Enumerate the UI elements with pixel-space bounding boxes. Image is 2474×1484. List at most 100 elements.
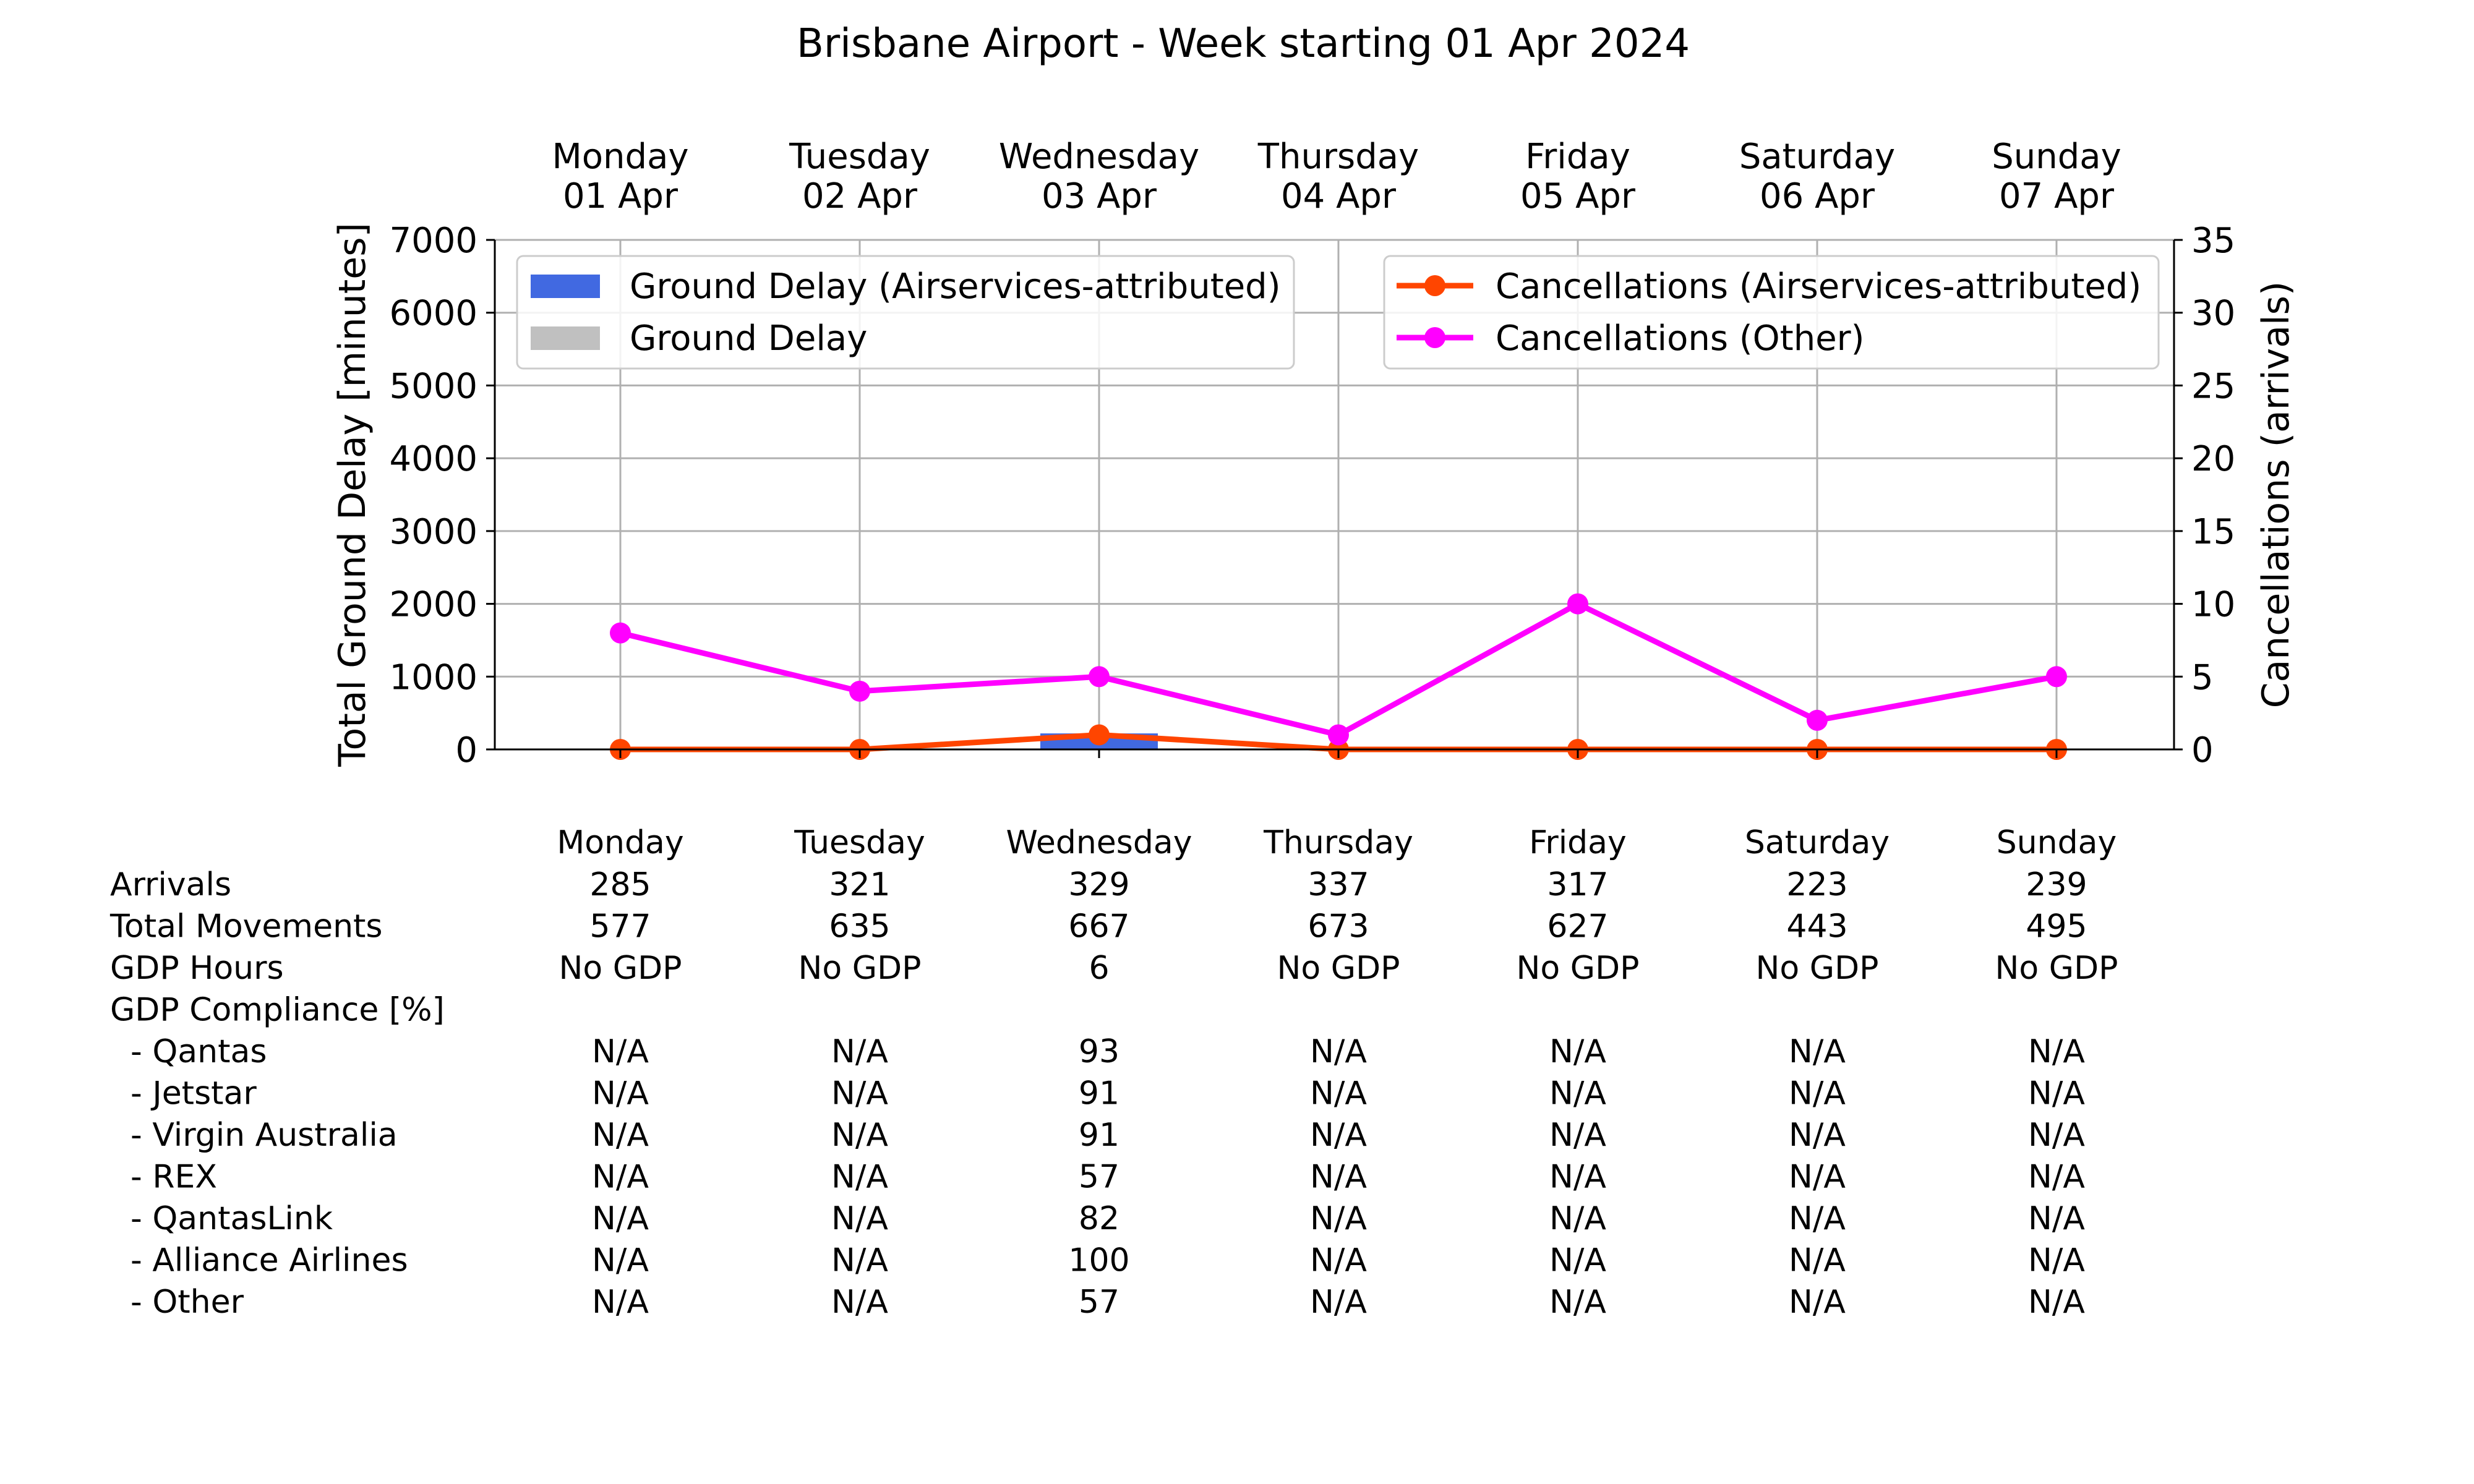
table-row-label: - Alliance Airlines — [110, 1242, 408, 1279]
table-column-header: Friday — [1529, 824, 1627, 861]
axes: 0 1000 2000 3000 4000 5000 6000 7000 0 5 10 15 20 25 3… — [331, 137, 2298, 770]
table-cell: N/A — [1789, 1200, 1846, 1237]
table-column-header: Tuesday — [794, 824, 925, 861]
table-column-header: Monday — [557, 824, 683, 861]
table-row-label: - Jetstar — [110, 1075, 257, 1112]
table-row-label: Total Movements — [109, 908, 383, 945]
table-cell: N/A — [1789, 1117, 1846, 1154]
top-date-label: 06 Apr — [1760, 176, 1875, 216]
top-date-label: 02 Apr — [802, 176, 918, 216]
table-column-header: Saturday — [1745, 824, 1890, 861]
data-table: Monday Tuesday Wednesday Thursday Friday Satu… — [109, 824, 2118, 1321]
legend-left: Ground Delay (Airservices-attributed) Gro… — [516, 255, 1295, 370]
legend-label: Ground Delay — [630, 318, 867, 359]
table-cell: 285 — [589, 866, 651, 903]
table-cell: N/A — [2028, 1075, 2085, 1112]
table-cell: 495 — [2026, 908, 2087, 945]
table-row-label: Arrivals — [110, 866, 231, 903]
table-column-header: Sunday — [1997, 824, 2117, 861]
top-date-label: 01 Apr — [563, 176, 678, 216]
table-row-label: GDP Compliance [%] — [110, 992, 445, 1029]
table-cell: N/A — [592, 1159, 649, 1196]
table-cell: N/A — [592, 1075, 649, 1112]
table-cell: N/A — [592, 1200, 649, 1237]
table-cell: 317 — [1547, 866, 1608, 903]
table-cell: N/A — [592, 1117, 649, 1154]
table-cell: N/A — [1310, 1159, 1367, 1196]
table-cell: 673 — [1308, 908, 1369, 945]
table-row-label: - REX — [110, 1159, 217, 1196]
table-cell: 223 — [1786, 866, 1847, 903]
table-cell: N/A — [1549, 1200, 1606, 1237]
table-cell: N/A — [1789, 1075, 1846, 1112]
series-point — [849, 680, 870, 702]
left-tick-label: 0 — [455, 730, 477, 770]
table-cell: N/A — [1789, 1159, 1846, 1196]
legend-right: Cancellations (Airservices-attributed) Ca… — [1383, 255, 2160, 370]
table-cell: 577 — [589, 908, 651, 945]
table-cell: N/A — [1549, 1284, 1606, 1321]
table-cell: N/A — [592, 1242, 649, 1279]
series-point — [1089, 666, 1110, 688]
top-date-label: 07 Apr — [1999, 176, 2115, 216]
left-tick-label: 2000 — [389, 585, 477, 625]
legend-swatch — [531, 275, 600, 298]
table-cell: N/A — [1310, 1075, 1367, 1112]
table-cell: 443 — [1786, 908, 1847, 945]
left-tick-label: 7000 — [389, 221, 477, 261]
right-tick-label: 10 — [2191, 585, 2235, 625]
table-cell: 91 — [1079, 1117, 1119, 1154]
table-cell: N/A — [2028, 1117, 2085, 1154]
table-row-label: - Other — [110, 1284, 244, 1321]
top-day-label: Monday — [552, 137, 688, 177]
right-tick-label: 0 — [2191, 730, 2214, 770]
top-date-label: 03 Apr — [1042, 176, 1157, 216]
table-column-header: Thursday — [1263, 824, 1413, 861]
legend-swatch — [531, 326, 600, 350]
series-point — [1567, 593, 1588, 615]
table-cell: 57 — [1079, 1159, 1119, 1196]
left-tick-label: 1000 — [389, 657, 477, 697]
table-cell: No GDP — [1756, 950, 1879, 987]
top-day-label: Sunday — [1992, 137, 2121, 177]
table-cell: N/A — [831, 1075, 888, 1112]
left-axis-label: Total Ground Delay [minutes] — [331, 223, 374, 767]
chart-title: Brisbane Airport - Week starting 01 Apr … — [797, 21, 1690, 67]
table-cell: N/A — [831, 1117, 888, 1154]
table-cell: 91 — [1079, 1075, 1119, 1112]
left-tick-label: 5000 — [389, 366, 477, 406]
series-point — [1328, 724, 1349, 746]
legend-frame — [1383, 255, 2160, 370]
top-day-label: Thursday — [1257, 137, 1419, 177]
table-cell: 635 — [829, 908, 890, 945]
legend-label: Cancellations (Other) — [1496, 318, 1865, 359]
right-tick-label: 25 — [2191, 366, 2235, 406]
right-tick-label: 35 — [2191, 221, 2235, 261]
table-cell: N/A — [1549, 1242, 1606, 1279]
top-day-label: Tuesday — [789, 137, 930, 177]
legend-label: Ground Delay (Airservices-attributed) — [630, 267, 1281, 307]
right-axis-label: Cancellations (arrivals) — [2254, 281, 2298, 709]
legend-marker — [1424, 275, 1445, 296]
table-cell: N/A — [831, 1284, 888, 1321]
table-cell: 329 — [1068, 866, 1129, 903]
table-cell: No GDP — [1517, 950, 1640, 987]
legend-frame — [516, 255, 1295, 370]
table-cell: No GDP — [1995, 950, 2118, 987]
table-cell: N/A — [2028, 1284, 2085, 1321]
series-point — [1089, 724, 1110, 746]
table-cell: N/A — [1789, 1284, 1846, 1321]
table-cell: N/A — [2028, 1159, 2085, 1196]
table-cell: N/A — [2028, 1033, 2085, 1070]
table-cell: N/A — [1549, 1159, 1606, 1196]
right-tick-label: 20 — [2191, 439, 2235, 479]
right-tick-label: 5 — [2191, 657, 2214, 697]
table-cell: N/A — [2028, 1200, 2085, 1237]
legend-label: Cancellations (Airservices-attributed) — [1496, 267, 2141, 307]
right-tick-label: 30 — [2191, 294, 2235, 334]
table-cell: N/A — [1310, 1117, 1367, 1154]
table-cell: N/A — [831, 1159, 888, 1196]
table-cell: 627 — [1547, 908, 1608, 945]
table-cell: 321 — [829, 866, 890, 903]
